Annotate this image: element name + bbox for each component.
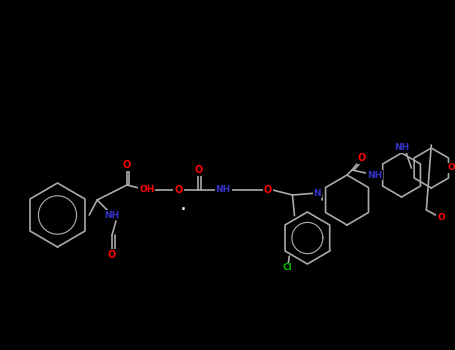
Text: O: O	[108, 250, 116, 260]
Text: N: N	[313, 189, 321, 197]
Text: O: O	[174, 185, 182, 195]
Text: NH: NH	[367, 170, 382, 180]
Text: NH: NH	[216, 186, 231, 195]
Text: Cl: Cl	[283, 264, 293, 273]
Text: NH: NH	[394, 144, 409, 153]
Text: ·: ·	[180, 200, 187, 220]
Text: O: O	[194, 165, 202, 175]
Text: O: O	[358, 153, 366, 163]
Text: O: O	[123, 160, 131, 170]
Text: NH: NH	[104, 210, 120, 219]
Text: O: O	[447, 163, 455, 173]
Text: O: O	[263, 185, 272, 195]
Text: O: O	[437, 214, 445, 223]
Text: OH: OH	[139, 186, 154, 195]
